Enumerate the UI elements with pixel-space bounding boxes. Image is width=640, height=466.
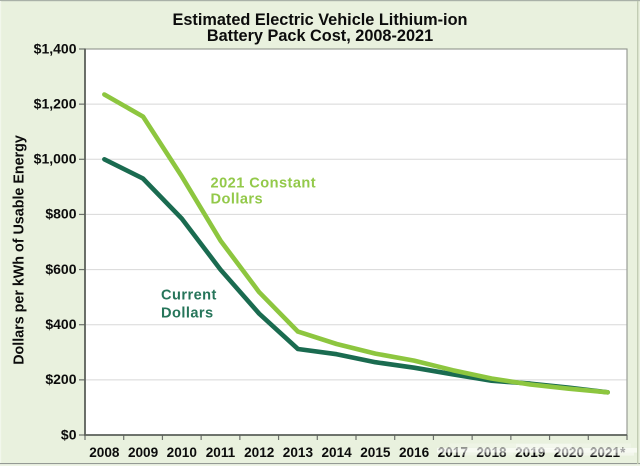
svg-text:$200: $200 (45, 371, 76, 387)
svg-text:$1,000: $1,000 (34, 151, 77, 167)
svg-text:Dollars per kWh of Usable Ener: Dollars per kWh of Usable Energy (11, 135, 27, 365)
svg-text:$0: $0 (61, 426, 77, 442)
svg-text:2015: 2015 (360, 445, 391, 460)
svg-text:Dollars: Dollars (211, 192, 264, 208)
svg-text:2021 Constant: 2021 Constant (211, 175, 317, 191)
svg-text:2008: 2008 (89, 445, 120, 460)
svg-text:2011: 2011 (206, 445, 236, 460)
svg-text:$1,400: $1,400 (34, 40, 77, 56)
svg-text:$400: $400 (45, 316, 76, 332)
svg-text:Estimated Electric Vehicle Lit: Estimated Electric Vehicle Lithium-ion (173, 11, 468, 29)
svg-text:2010: 2010 (167, 445, 197, 460)
svg-text:Dollars: Dollars (161, 306, 214, 322)
svg-text:2013: 2013 (283, 445, 314, 460)
svg-text:Current: Current (161, 288, 217, 304)
svg-text:Battery Pack Cost, 2008-2021: Battery Pack Cost, 2008-2021 (207, 27, 433, 45)
svg-text:2012: 2012 (244, 445, 275, 460)
svg-text:$600: $600 (45, 261, 76, 277)
svg-text:2014: 2014 (322, 445, 353, 460)
svg-text:$1,200: $1,200 (34, 95, 77, 111)
svg-text:2009: 2009 (128, 445, 159, 460)
svg-text:$800: $800 (45, 206, 76, 222)
svg-text:2016: 2016 (399, 445, 430, 460)
